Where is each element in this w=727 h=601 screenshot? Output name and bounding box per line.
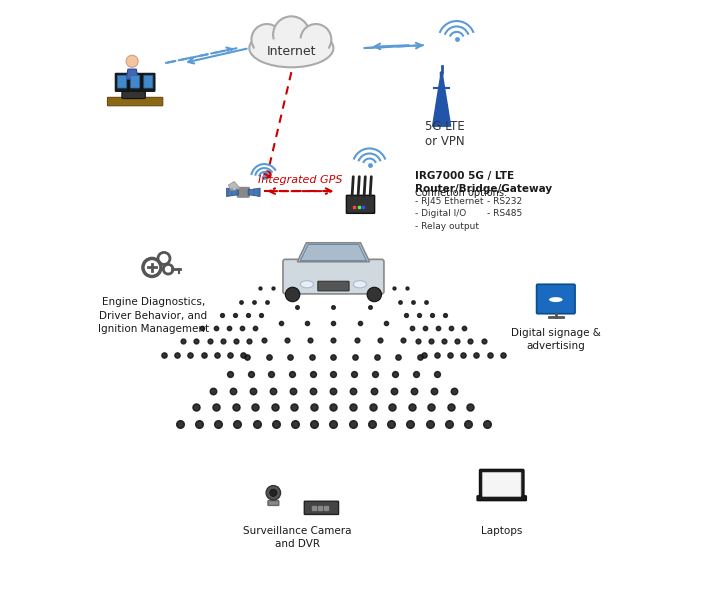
Polygon shape [300,245,366,261]
Circle shape [553,291,559,297]
Ellipse shape [548,293,563,300]
FancyBboxPatch shape [483,472,521,496]
Text: - RS232
- RS485: - RS232 - RS485 [486,197,522,218]
FancyBboxPatch shape [237,188,249,197]
Polygon shape [297,243,369,262]
FancyBboxPatch shape [480,469,524,499]
Text: Laptops: Laptops [481,526,523,536]
Ellipse shape [353,281,366,288]
Circle shape [367,287,382,302]
FancyBboxPatch shape [477,496,526,501]
FancyBboxPatch shape [142,73,155,91]
Circle shape [273,16,310,53]
FancyBboxPatch shape [144,76,153,88]
Text: Engine Diagnostics,
Driver Behavior, and
Ignition Management: Engine Diagnostics, Driver Behavior, and… [97,297,209,334]
Circle shape [252,24,282,55]
FancyBboxPatch shape [537,284,575,314]
FancyBboxPatch shape [305,501,339,514]
Text: Digital signage &
advertising: Digital signage & advertising [511,328,601,351]
FancyBboxPatch shape [318,281,349,291]
FancyBboxPatch shape [283,260,384,294]
Circle shape [266,486,281,500]
Ellipse shape [549,297,563,302]
Text: 5G LTE
or VPN: 5G LTE or VPN [425,120,465,148]
Ellipse shape [249,29,334,67]
Circle shape [126,55,138,67]
Ellipse shape [300,281,313,288]
FancyBboxPatch shape [346,195,374,213]
Circle shape [270,489,277,496]
FancyBboxPatch shape [116,73,129,91]
FancyBboxPatch shape [117,76,126,88]
Circle shape [300,24,332,55]
Circle shape [558,292,563,298]
FancyBboxPatch shape [131,76,140,88]
FancyBboxPatch shape [268,501,278,505]
Circle shape [549,292,554,298]
FancyBboxPatch shape [122,87,145,99]
Text: Internet: Internet [267,44,316,58]
Circle shape [286,287,300,302]
Polygon shape [228,182,241,191]
Text: IRG7000 5G / LTE
Router/Bridge/Gateway: IRG7000 5G / LTE Router/Bridge/Gateway [414,171,552,194]
Polygon shape [227,188,238,197]
Text: Surveillance Camera
and DVR: Surveillance Camera and DVR [243,526,352,549]
Text: - RJ45 Ethernet
- Digital I/O
- Relay output: - RJ45 Ethernet - Digital I/O - Relay ou… [414,197,483,231]
Polygon shape [248,188,260,197]
Polygon shape [433,72,451,126]
Text: Connetion options:: Connetion options: [414,188,507,198]
Polygon shape [126,69,138,79]
Text: Integrated GPS: Integrated GPS [258,174,342,185]
Ellipse shape [254,38,329,64]
FancyBboxPatch shape [108,97,163,106]
FancyBboxPatch shape [129,73,142,91]
